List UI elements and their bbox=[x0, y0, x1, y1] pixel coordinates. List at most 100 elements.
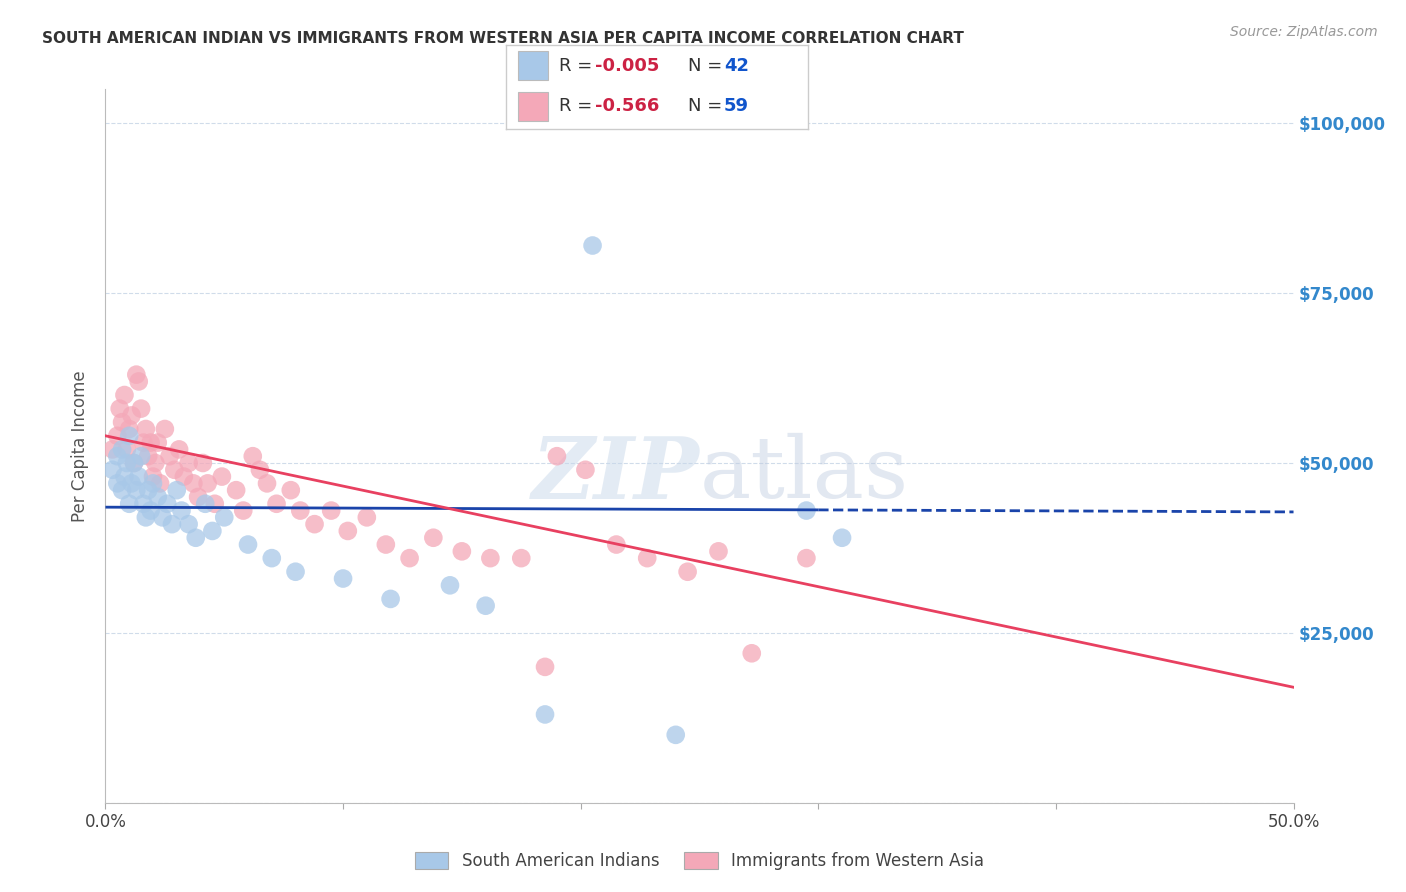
Point bbox=[156, 497, 179, 511]
Text: -0.005: -0.005 bbox=[595, 57, 659, 75]
Point bbox=[336, 524, 359, 538]
Point bbox=[105, 476, 128, 491]
FancyBboxPatch shape bbox=[519, 52, 548, 80]
Point bbox=[741, 646, 763, 660]
Point bbox=[173, 469, 195, 483]
Point bbox=[139, 435, 162, 450]
Text: R =: R = bbox=[560, 97, 598, 115]
Point bbox=[146, 490, 169, 504]
Point bbox=[115, 442, 138, 457]
Point bbox=[170, 503, 193, 517]
Point bbox=[129, 449, 152, 463]
Point bbox=[450, 544, 472, 558]
Point bbox=[128, 469, 150, 483]
Point bbox=[115, 456, 138, 470]
Point bbox=[114, 469, 136, 483]
Point bbox=[290, 503, 312, 517]
Point bbox=[105, 429, 128, 443]
Point bbox=[479, 551, 502, 566]
Point bbox=[242, 449, 264, 463]
Point bbox=[132, 435, 155, 450]
Point bbox=[574, 463, 596, 477]
Point bbox=[214, 510, 236, 524]
Point bbox=[510, 551, 533, 566]
Point bbox=[191, 456, 214, 470]
Point bbox=[284, 565, 307, 579]
Point bbox=[122, 456, 145, 470]
Point bbox=[380, 591, 402, 606]
Text: ZIP: ZIP bbox=[531, 433, 700, 516]
Point bbox=[249, 463, 271, 477]
Point bbox=[177, 456, 200, 470]
Text: atlas: atlas bbox=[700, 433, 908, 516]
Point bbox=[676, 565, 699, 579]
Point bbox=[374, 537, 396, 551]
Point bbox=[256, 476, 278, 491]
Point bbox=[167, 442, 190, 457]
Point bbox=[118, 422, 141, 436]
Point bbox=[129, 401, 152, 416]
Point bbox=[108, 401, 131, 416]
Point bbox=[474, 599, 496, 613]
Point bbox=[534, 707, 557, 722]
Point bbox=[260, 551, 283, 566]
Point bbox=[183, 476, 205, 491]
Point bbox=[122, 456, 145, 470]
Point bbox=[153, 422, 176, 436]
Point bbox=[204, 497, 226, 511]
Point bbox=[163, 463, 186, 477]
Point bbox=[581, 238, 603, 252]
Point bbox=[128, 375, 150, 389]
Point bbox=[118, 429, 141, 443]
Point bbox=[197, 476, 219, 491]
Point bbox=[132, 497, 155, 511]
Point bbox=[142, 476, 165, 491]
Point bbox=[177, 517, 200, 532]
Y-axis label: Per Capita Income: Per Capita Income bbox=[72, 370, 90, 522]
Text: 42: 42 bbox=[724, 57, 749, 75]
Point bbox=[546, 449, 568, 463]
Text: N =: N = bbox=[688, 97, 727, 115]
Text: R =: R = bbox=[560, 57, 598, 75]
Point bbox=[114, 388, 136, 402]
Point bbox=[225, 483, 247, 498]
Point bbox=[111, 442, 134, 457]
FancyBboxPatch shape bbox=[519, 92, 548, 120]
Point bbox=[266, 497, 288, 511]
Text: Source: ZipAtlas.com: Source: ZipAtlas.com bbox=[1230, 25, 1378, 39]
Text: 59: 59 bbox=[724, 97, 749, 115]
Point bbox=[665, 728, 688, 742]
Point bbox=[534, 660, 557, 674]
Point bbox=[194, 497, 217, 511]
Point bbox=[101, 442, 124, 457]
Text: -0.566: -0.566 bbox=[595, 97, 659, 115]
Point bbox=[304, 517, 326, 532]
Point bbox=[166, 483, 188, 498]
Point bbox=[356, 510, 378, 524]
Point bbox=[135, 422, 157, 436]
Point bbox=[439, 578, 461, 592]
Point bbox=[398, 551, 420, 566]
Point bbox=[149, 476, 172, 491]
Point bbox=[707, 544, 730, 558]
Point bbox=[136, 449, 159, 463]
Point bbox=[332, 572, 354, 586]
Point bbox=[139, 503, 162, 517]
Point bbox=[422, 531, 444, 545]
Point bbox=[146, 435, 169, 450]
Point bbox=[236, 537, 259, 551]
Point bbox=[831, 531, 853, 545]
Point bbox=[160, 517, 183, 532]
Point bbox=[121, 476, 143, 491]
Point bbox=[111, 415, 134, 429]
Point bbox=[321, 503, 343, 517]
Point bbox=[111, 483, 134, 498]
Point bbox=[105, 449, 128, 463]
Point bbox=[125, 483, 148, 498]
Point bbox=[118, 497, 141, 511]
Point bbox=[125, 368, 148, 382]
Point bbox=[101, 463, 124, 477]
Point bbox=[796, 551, 818, 566]
Point bbox=[636, 551, 658, 566]
Point bbox=[121, 409, 143, 423]
